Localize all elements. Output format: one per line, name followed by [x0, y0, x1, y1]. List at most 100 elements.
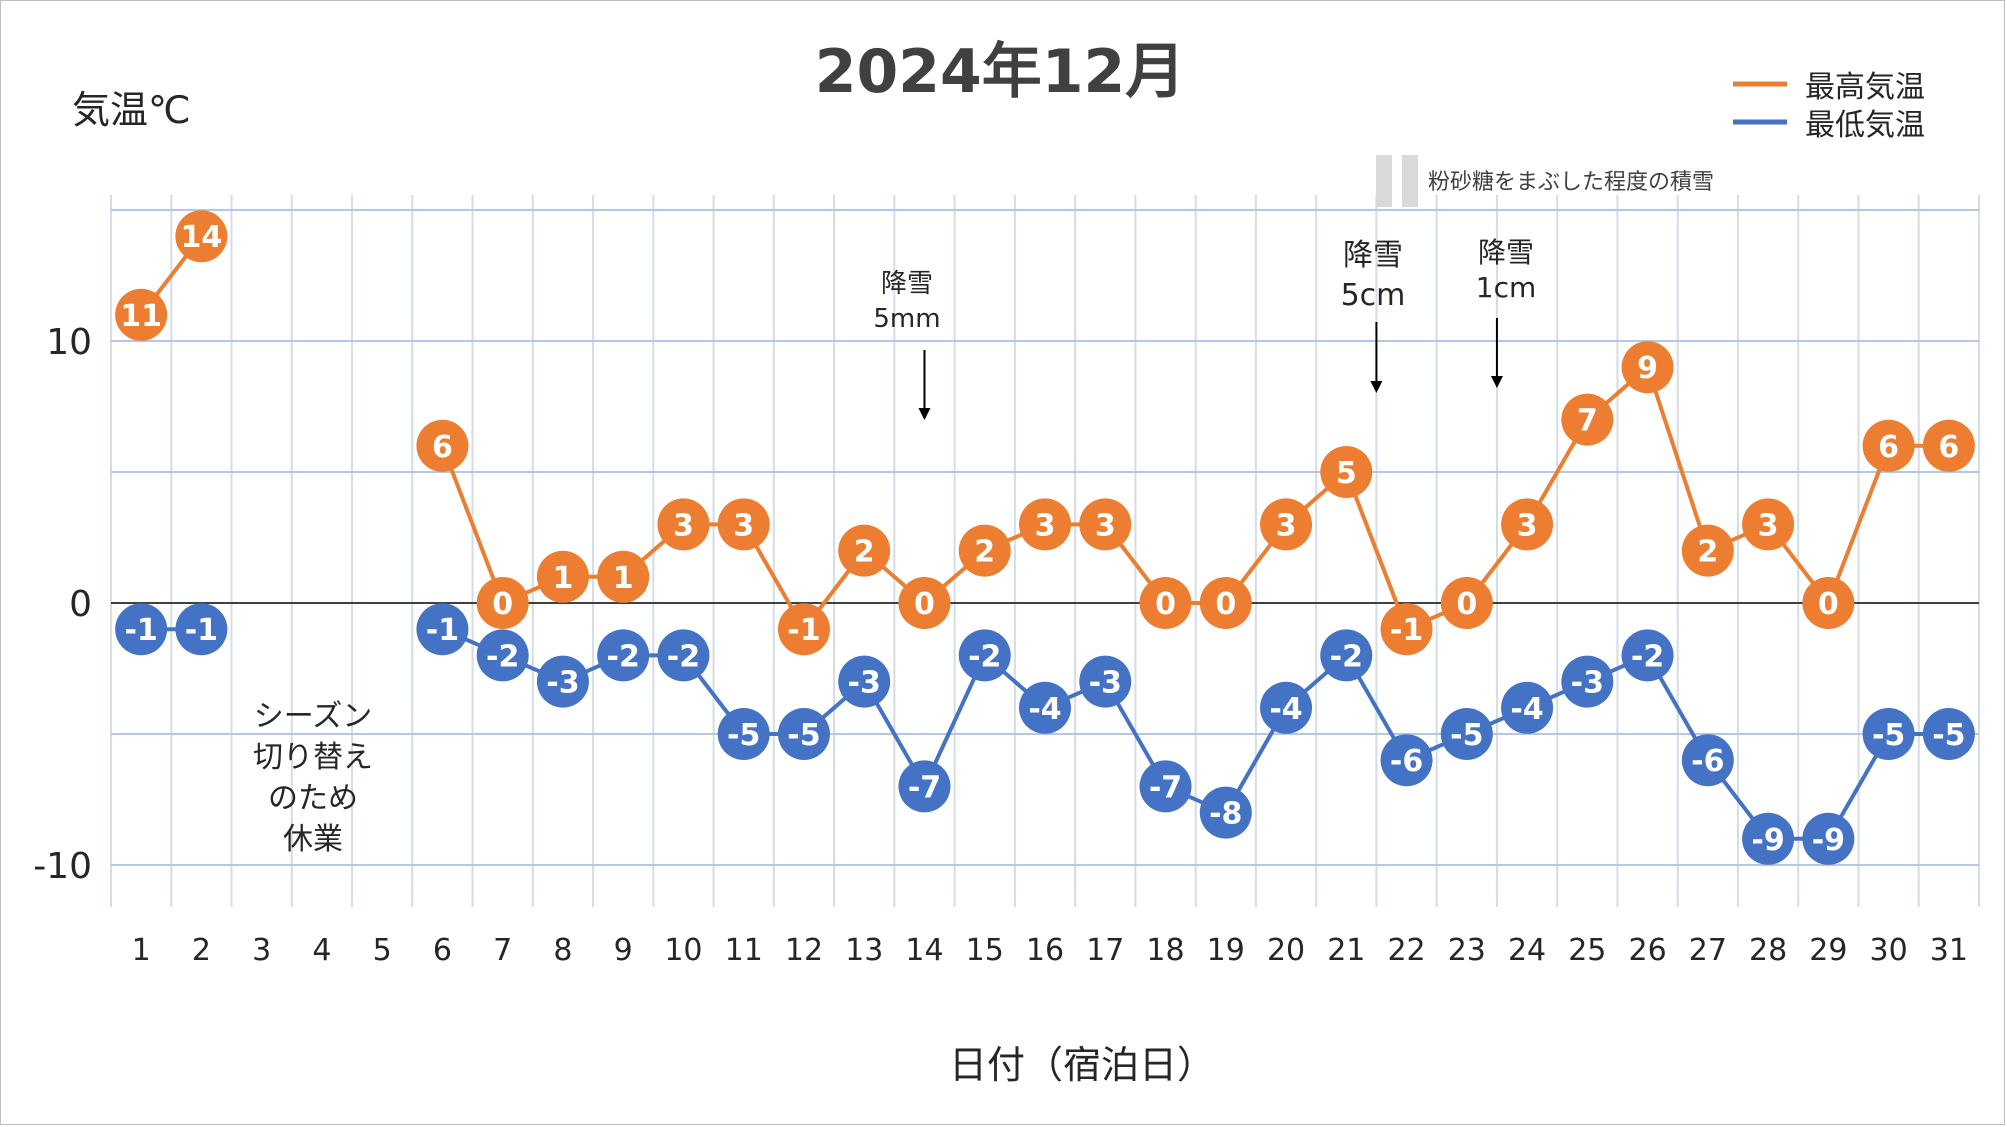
data-label: 14	[181, 220, 223, 255]
x-tick-label: 7	[493, 933, 512, 968]
data-point-marker	[1139, 760, 1192, 813]
data-point-marker	[416, 419, 469, 472]
x-tick-label: 10	[664, 933, 702, 968]
data-point-min: -4	[1019, 681, 1071, 734]
data-label: 3	[1517, 508, 1538, 543]
data-label: -5	[1450, 718, 1483, 753]
snow-note-14-line-1: 降雪	[881, 269, 933, 299]
x-tick-label: 31	[1930, 933, 1968, 968]
data-point-min: -1	[115, 603, 168, 656]
data-label: 6	[432, 430, 453, 465]
data-point-max: 0	[1440, 577, 1493, 629]
data-point-marker	[597, 629, 650, 682]
x-tick-label: 9	[614, 933, 633, 968]
data-point-marker	[1922, 419, 1975, 472]
y-tick-label: -10	[33, 846, 92, 887]
data-point-min: -4	[1501, 681, 1554, 734]
data-point-marker	[1019, 681, 1071, 734]
x-tick-label: 22	[1387, 933, 1425, 968]
closed-note-line-2: 切り替え	[253, 740, 373, 775]
x-tick-label: 2	[192, 933, 211, 968]
data-point-marker	[1742, 812, 1795, 865]
x-tick-label: 23	[1448, 933, 1486, 968]
data-point-marker	[536, 655, 589, 708]
data-point-max: 7	[1561, 393, 1614, 446]
x-tick-label: 1	[132, 933, 151, 968]
data-point-max: 3	[1079, 498, 1132, 551]
x-tick-label: 30	[1870, 933, 1908, 968]
data-point-min: -5	[1862, 708, 1915, 760]
data-point-max: 2	[958, 524, 1011, 577]
data-label: -1	[787, 613, 820, 648]
data-point-max: 0	[1802, 577, 1855, 629]
data-point-min: -5	[1440, 708, 1493, 760]
data-label: 0	[1456, 587, 1477, 622]
powder-band-dash	[1402, 155, 1418, 207]
data-point-marker	[175, 603, 228, 656]
powder-band-dash	[1376, 155, 1392, 207]
data-point-marker	[476, 629, 529, 682]
data-point-min: -3	[1079, 655, 1132, 708]
x-tick-label: 11	[725, 933, 763, 968]
data-label: 7	[1577, 404, 1598, 439]
x-tick-label: 6	[433, 933, 452, 968]
data-label: -1	[426, 613, 459, 648]
closed-note-line-3: のため	[268, 781, 358, 816]
data-point-max: 0	[898, 577, 951, 629]
data-label: 1	[613, 561, 634, 596]
data-point-max: 14	[175, 210, 228, 263]
chart-title: 2024年12月	[815, 37, 1186, 107]
data-point-marker	[1199, 786, 1252, 839]
x-tick-label: 28	[1749, 933, 1787, 968]
data-point-min: -6	[1681, 734, 1734, 787]
x-tick-label: 27	[1689, 933, 1727, 968]
x-tick-label: 3	[252, 933, 271, 968]
data-point-marker	[1440, 708, 1493, 760]
snow-arrow-head	[1370, 381, 1383, 393]
data-point-marker	[1742, 498, 1795, 551]
legend: 最高気温 最低気温	[1733, 70, 1925, 143]
data-label: 3	[733, 508, 754, 543]
x-tick-label: 24	[1508, 933, 1546, 968]
data-point-marker	[958, 524, 1011, 577]
data-label: 3	[1758, 508, 1779, 543]
data-point-min: -9	[1802, 812, 1855, 865]
x-tick-label: 20	[1267, 933, 1305, 968]
data-point-max: 2	[838, 524, 891, 577]
data-point-marker	[416, 603, 469, 656]
data-point-marker	[1019, 498, 1071, 551]
data-label: 9	[1637, 351, 1658, 386]
data-label: -1	[124, 613, 157, 648]
x-tick-label: 14	[905, 933, 943, 968]
data-label: -2	[667, 639, 700, 674]
legend-label-min: 最低気温	[1805, 108, 1925, 143]
data-label: -7	[908, 770, 941, 805]
snow-note-14: 降雪 5mm	[873, 269, 940, 334]
data-label: 0	[492, 587, 513, 622]
data-point-max: 11	[115, 288, 168, 341]
x-tick-label: 8	[553, 933, 572, 968]
data-point-max: -1	[777, 603, 830, 656]
data-point-min: -2	[657, 629, 710, 682]
legend-label-max: 最高気温	[1805, 70, 1925, 105]
data-point-marker	[1440, 577, 1493, 629]
data-point-marker	[958, 629, 1011, 682]
data-label: -1	[185, 613, 218, 648]
x-tick-label: 25	[1568, 933, 1606, 968]
data-point-min: -2	[1320, 629, 1373, 682]
x-tick-label: 18	[1146, 933, 1184, 968]
data-point-max: 1	[597, 550, 650, 603]
data-label: 1	[552, 561, 573, 596]
x-tick-label: 26	[1628, 933, 1666, 968]
data-point-max: 3	[1260, 498, 1313, 551]
data-point-min: -9	[1742, 812, 1795, 865]
snow-arrows	[918, 318, 1503, 420]
data-point-min: -5	[1922, 708, 1975, 760]
data-point-min: -5	[717, 708, 770, 760]
snow-arrow-head	[918, 408, 931, 420]
snow-note-23-line-1: 降雪	[1478, 236, 1534, 269]
data-point-max: 5	[1320, 446, 1373, 498]
data-label: 0	[1818, 587, 1839, 622]
data-point-max: 3	[717, 498, 770, 551]
